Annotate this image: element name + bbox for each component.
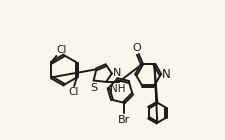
Text: Cl: Cl bbox=[69, 87, 79, 97]
Text: Cl: Cl bbox=[57, 45, 67, 55]
Text: N: N bbox=[113, 68, 122, 78]
Text: Br: Br bbox=[118, 115, 130, 125]
Text: O: O bbox=[133, 43, 142, 53]
Text: N: N bbox=[162, 68, 171, 81]
Text: S: S bbox=[90, 83, 97, 93]
Text: NH: NH bbox=[110, 84, 126, 94]
